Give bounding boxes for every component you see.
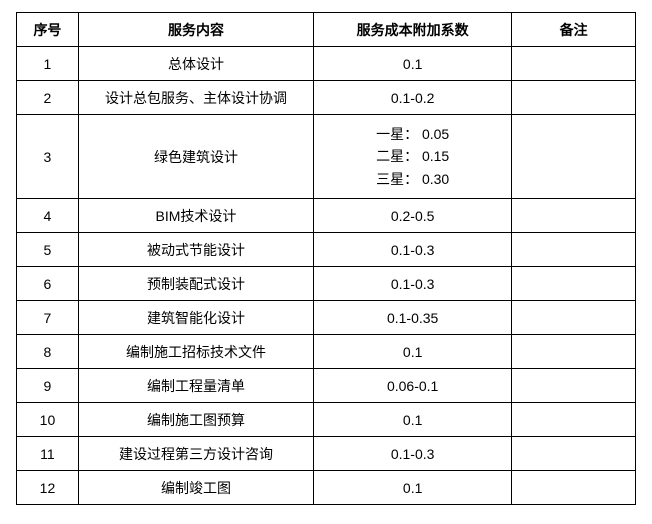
cell-coef: 0.06-0.1 [314, 369, 512, 403]
cell-remark [512, 369, 636, 403]
cell-coef-line: 二星： 0.15 [318, 145, 507, 167]
col-header-coef: 服务成本附加系数 [314, 13, 512, 47]
table-row: 1总体设计0.1 [17, 47, 636, 81]
cell-remark [512, 81, 636, 115]
table-row: 9编制工程量清单0.06-0.1 [17, 369, 636, 403]
table-row: 3绿色建筑设计一星： 0.05二星： 0.15三星： 0.30 [17, 115, 636, 199]
col-header-seq: 序号 [17, 13, 79, 47]
col-header-remark: 备注 [512, 13, 636, 47]
cell-content: 编制施工招标技术文件 [78, 335, 313, 369]
cell-remark [512, 403, 636, 437]
cell-seq: 10 [17, 403, 79, 437]
cell-remark [512, 115, 636, 199]
cell-content: 建筑智能化设计 [78, 301, 313, 335]
table-row: 6预制装配式设计0.1-0.3 [17, 267, 636, 301]
cell-coef: 0.1 [314, 471, 512, 505]
cell-content: 总体设计 [78, 47, 313, 81]
cell-content: 编制施工图预算 [78, 403, 313, 437]
col-header-content: 服务内容 [78, 13, 313, 47]
cell-seq: 4 [17, 199, 79, 233]
cell-seq: 3 [17, 115, 79, 199]
cell-seq: 1 [17, 47, 79, 81]
cell-coef-line: 三星： 0.30 [318, 168, 507, 190]
table-head: 序号服务内容服务成本附加系数备注 [17, 13, 636, 47]
cell-content: 编制工程量清单 [78, 369, 313, 403]
cell-content: 被动式节能设计 [78, 233, 313, 267]
cell-coef: 一星： 0.05二星： 0.15三星： 0.30 [314, 115, 512, 199]
cell-coef: 0.1-0.3 [314, 267, 512, 301]
cell-coef: 0.1-0.3 [314, 233, 512, 267]
table-row: 12编制竣工图0.1 [17, 471, 636, 505]
cell-seq: 2 [17, 81, 79, 115]
cell-seq: 5 [17, 233, 79, 267]
cell-content: 绿色建筑设计 [78, 115, 313, 199]
cell-coef: 0.1-0.3 [314, 437, 512, 471]
cell-seq: 6 [17, 267, 79, 301]
cell-seq: 11 [17, 437, 79, 471]
cell-coef: 0.1 [314, 335, 512, 369]
page: 序号服务内容服务成本附加系数备注 1总体设计0.12设计总包服务、主体设计协调0… [0, 0, 652, 524]
table-row: 4BIM技术设计0.2-0.5 [17, 199, 636, 233]
table-header-row: 序号服务内容服务成本附加系数备注 [17, 13, 636, 47]
cell-content: 编制竣工图 [78, 471, 313, 505]
cell-content: 设计总包服务、主体设计协调 [78, 81, 313, 115]
cell-coef: 0.2-0.5 [314, 199, 512, 233]
cell-remark [512, 199, 636, 233]
cell-remark [512, 267, 636, 301]
cell-content: BIM技术设计 [78, 199, 313, 233]
cell-coef: 0.1 [314, 47, 512, 81]
cell-seq: 12 [17, 471, 79, 505]
cell-coef: 0.1 [314, 403, 512, 437]
cell-coef: 0.1-0.2 [314, 81, 512, 115]
table-row: 5被动式节能设计0.1-0.3 [17, 233, 636, 267]
table-row: 10编制施工图预算0.1 [17, 403, 636, 437]
cell-remark [512, 301, 636, 335]
cell-seq: 9 [17, 369, 79, 403]
cell-remark [512, 437, 636, 471]
table-body: 1总体设计0.12设计总包服务、主体设计协调0.1-0.23绿色建筑设计一星： … [17, 47, 636, 505]
table-row: 11建设过程第三方设计咨询0.1-0.3 [17, 437, 636, 471]
cell-seq: 7 [17, 301, 79, 335]
cell-remark [512, 233, 636, 267]
cell-coef-line: 一星： 0.05 [318, 123, 507, 145]
cell-content: 预制装配式设计 [78, 267, 313, 301]
table-row: 8编制施工招标技术文件0.1 [17, 335, 636, 369]
table-row: 7建筑智能化设计0.1-0.35 [17, 301, 636, 335]
cell-coef: 0.1-0.35 [314, 301, 512, 335]
cell-seq: 8 [17, 335, 79, 369]
cell-remark [512, 471, 636, 505]
cell-remark [512, 47, 636, 81]
cell-remark [512, 335, 636, 369]
table-row: 2设计总包服务、主体设计协调0.1-0.2 [17, 81, 636, 115]
coefficient-table: 序号服务内容服务成本附加系数备注 1总体设计0.12设计总包服务、主体设计协调0… [16, 12, 636, 505]
cell-content: 建设过程第三方设计咨询 [78, 437, 313, 471]
